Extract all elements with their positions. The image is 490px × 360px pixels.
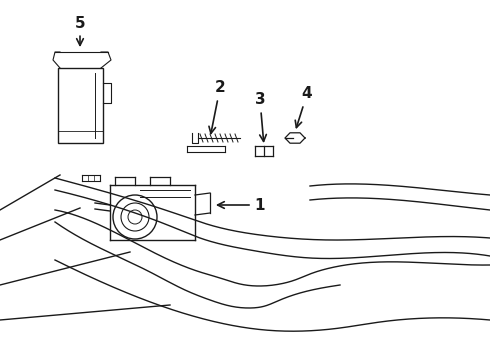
Text: 5: 5 [74,15,85,45]
Bar [58,68,103,143]
Text: 3: 3 [255,93,267,141]
Text: 1: 1 [218,198,265,212]
Text: 4: 4 [295,86,312,127]
Text: 2: 2 [209,81,225,134]
